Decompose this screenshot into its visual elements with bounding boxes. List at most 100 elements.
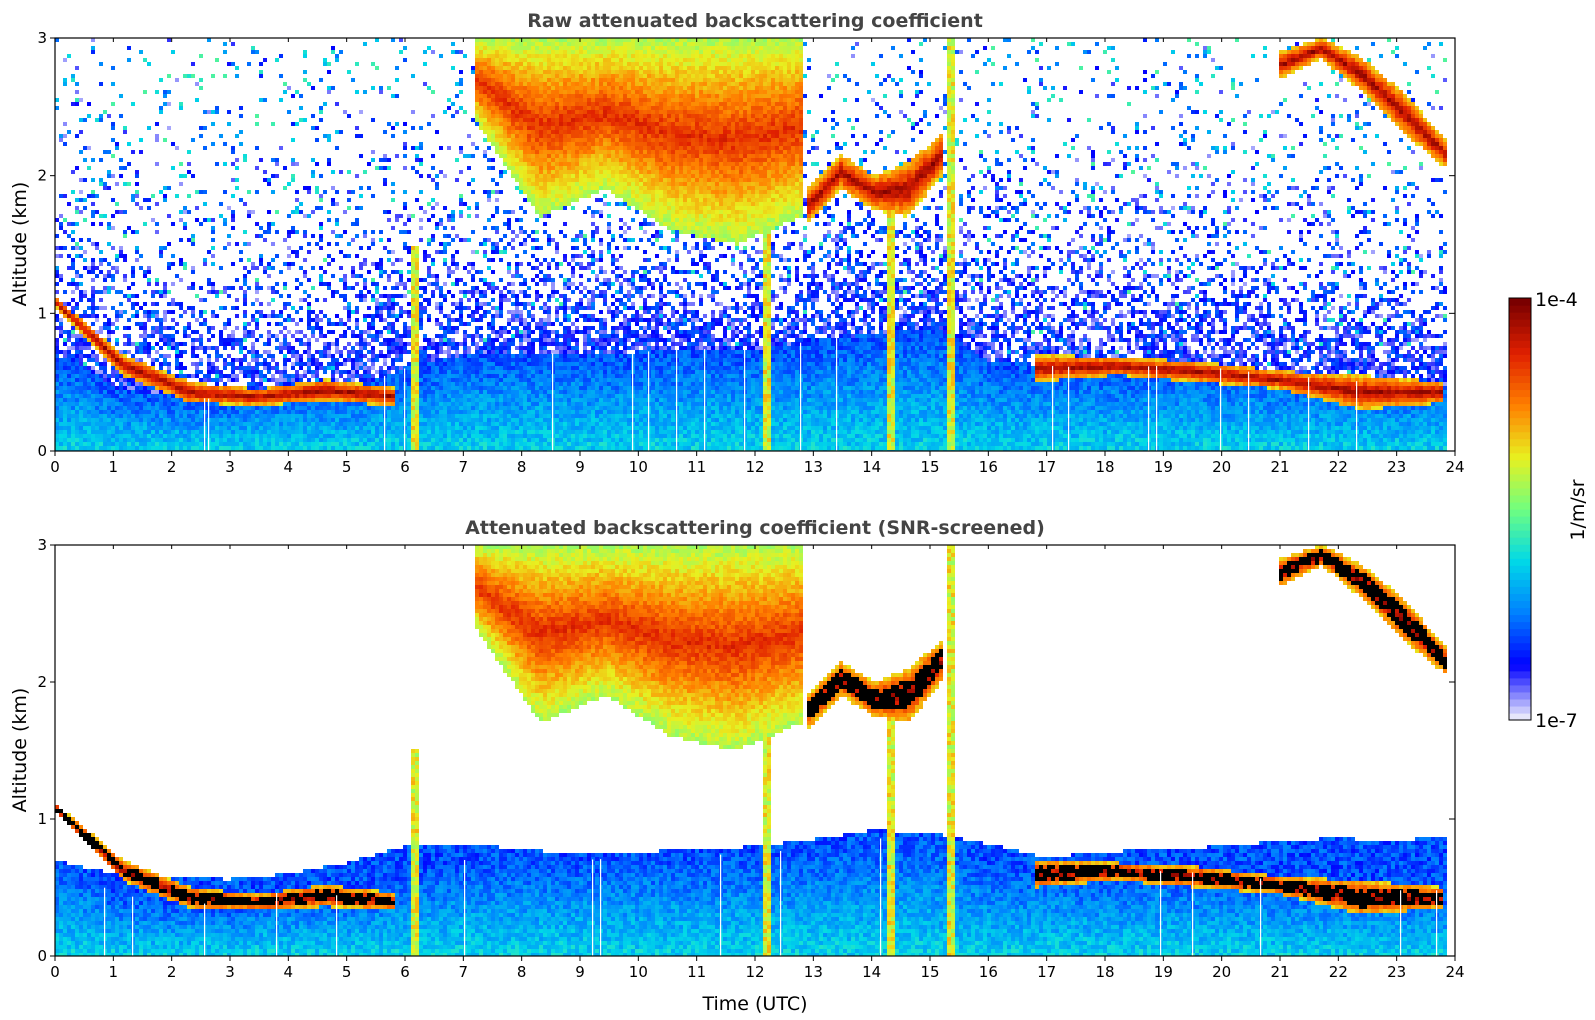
raw-cell [127,142,131,146]
raw-cell [291,250,295,254]
raw-cell [99,82,103,86]
raw-cell [227,446,231,450]
raw-cell [115,378,119,382]
raw-cell [119,246,123,250]
raw-cell [135,426,139,430]
raw-cell [143,374,147,378]
raw-cell [143,338,147,342]
raw-cell [91,242,95,246]
raw-cell [295,322,299,326]
raw-cell [323,406,327,410]
raw-cell [327,134,331,138]
raw-cell [179,422,183,426]
raw-cell [319,234,323,238]
raw-cell [335,410,339,414]
raw-cell [215,390,219,394]
raw-cell [271,378,275,382]
raw-cell [63,386,67,390]
raw-cell [343,398,347,402]
raw-cell [147,366,151,370]
raw-cell [67,446,71,450]
raw-cell [171,406,175,410]
raw-cell [79,130,83,134]
raw-cell [195,390,199,394]
raw-cell [191,138,195,142]
raw-cell [99,330,103,334]
raw-cell [83,414,87,418]
raw-cell [335,430,339,434]
raw-cell [87,114,91,118]
raw-cell [267,362,271,366]
raw-cell [255,234,259,238]
raw-cell [355,366,359,370]
raw-cell [151,374,155,378]
raw-cell [179,314,183,318]
raw-cell [275,402,279,406]
raw-cell [63,78,67,82]
raw-cell [139,138,143,142]
raw-cell [219,330,223,334]
raw-cell [275,434,279,438]
raw-cell [95,410,99,414]
raw-cell [75,206,79,210]
raw-cell [259,434,263,438]
raw-cell [355,322,359,326]
raw-cell [303,342,307,346]
raw-cell [295,338,299,342]
raw-cell [151,418,155,422]
raw-cell [123,426,127,430]
raw-cell [131,426,135,430]
raw-cell [331,442,335,446]
raw-cell [331,374,335,378]
raw-cell [135,378,139,382]
raw-cell [247,422,251,426]
raw-cell [275,398,279,402]
raw-cell [211,418,215,422]
raw-cell [155,358,159,362]
raw-cell [139,394,143,398]
raw-cell [131,394,135,398]
raw-cell [151,290,155,294]
raw-cell [79,298,83,302]
raw-cell [303,442,307,446]
raw-cell [147,422,151,426]
raw-cell [91,338,95,342]
raw-cell [95,118,99,122]
raw-cell [239,406,243,410]
raw-cell [167,386,171,390]
raw-cell [99,118,103,122]
raw-cell [255,282,259,286]
raw-cell [99,406,103,410]
raw-cell [307,242,311,246]
raw-cell [355,318,359,322]
raw-cell [259,354,263,358]
raw-cell [283,326,287,330]
raw-cell [315,422,319,426]
raw-cell [127,426,131,430]
raw-cell [335,390,339,394]
raw-cell [351,446,355,450]
raw-cell [107,318,111,322]
raw-cell [263,390,267,394]
raw-cell [363,258,367,262]
raw-cell [279,310,283,314]
raw-cell [115,434,119,438]
raw-cell [155,90,159,94]
raw-cell [107,350,111,354]
raw-cell [327,406,331,410]
raw-cell [319,110,323,114]
raw-cell [115,266,119,270]
raw-cell [103,398,107,402]
raw-cell [139,150,143,154]
raw-cell [295,394,299,398]
raw-cell [323,102,327,106]
raw-cell [227,354,231,358]
raw-cell [259,234,263,238]
raw-cell [235,410,239,414]
raw-cell [191,422,195,426]
raw-cell [243,434,247,438]
raw-cell [155,134,159,138]
raw-cell [91,402,95,406]
raw-cell [251,350,255,354]
raw-cell [171,390,175,394]
